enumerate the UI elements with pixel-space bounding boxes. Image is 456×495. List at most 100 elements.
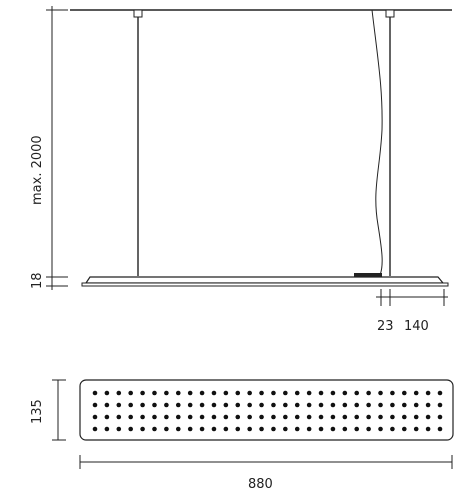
led-dot: [259, 414, 264, 420]
led-dot: [164, 390, 169, 396]
led-dot: [199, 426, 205, 432]
led-dot: [354, 426, 360, 432]
led-dot: [140, 414, 145, 420]
led-dot: [354, 390, 360, 396]
led-dot: [390, 402, 395, 408]
led-dot: [92, 390, 98, 396]
dim-height-label: max. 2000: [30, 135, 45, 205]
led-dot: [330, 390, 336, 396]
led-dot: [413, 402, 419, 408]
led-dot: [437, 426, 443, 432]
led-dot: [390, 426, 395, 432]
led-dot: [164, 402, 169, 408]
led-dot: [378, 426, 383, 432]
led-dot: [175, 390, 181, 396]
led-dot: [366, 390, 371, 396]
led-dot: [128, 414, 133, 420]
led-dot: [247, 390, 252, 396]
led-dot: [104, 414, 110, 420]
led-dot: [342, 402, 348, 408]
led-dot: [354, 402, 360, 408]
led-dot: [413, 414, 419, 420]
led-dot: [259, 390, 264, 396]
led-dot: [211, 402, 217, 408]
led-dot: [92, 414, 98, 420]
led-dot: [306, 390, 312, 396]
led-dot: [437, 414, 443, 420]
led-dot: [318, 402, 324, 408]
led-grid: [92, 390, 443, 432]
led-dot: [187, 402, 193, 408]
power-cord: [371, 9, 383, 276]
led-dot: [116, 390, 122, 396]
ceiling-canopy-right: [385, 9, 395, 18]
led-dot: [152, 402, 157, 408]
led-dot: [402, 390, 407, 396]
led-dot: [425, 390, 431, 396]
led-dot: [128, 390, 133, 396]
led-dot: [413, 426, 419, 432]
led-dot: [175, 414, 181, 420]
led-dot: [92, 402, 98, 408]
led-dot: [271, 414, 276, 420]
led-dot: [378, 402, 383, 408]
led-dot: [152, 426, 157, 432]
led-dot: [116, 402, 122, 408]
led-dot: [128, 402, 133, 408]
led-dot: [378, 390, 383, 396]
led-dot: [318, 390, 324, 396]
led-dot: [92, 426, 98, 432]
led-dot: [259, 426, 264, 432]
dim-length-label: 880: [248, 477, 273, 492]
led-dot: [104, 402, 110, 408]
led-dot: [354, 414, 360, 420]
cord-connector: [354, 273, 382, 277]
led-panel: [79, 379, 454, 441]
led-dot: [366, 414, 371, 420]
dim-offset-label: 23: [377, 319, 394, 334]
led-dot: [187, 426, 193, 432]
led-dot: [223, 426, 229, 432]
led-dot: [199, 414, 205, 420]
led-dot: [378, 414, 383, 420]
led-dot: [140, 390, 145, 396]
led-dot: [211, 426, 217, 432]
led-dot: [390, 414, 395, 420]
led-dot: [235, 414, 241, 420]
led-dot: [330, 402, 336, 408]
led-dot: [330, 414, 336, 420]
led-dot: [140, 426, 145, 432]
dim-depth-label: 135: [30, 399, 45, 424]
led-dot: [128, 426, 133, 432]
led-dot: [164, 426, 169, 432]
led-dot: [294, 390, 300, 396]
led-dot: [199, 390, 205, 396]
side-view: max. 2000 18 23 140: [30, 6, 452, 334]
led-dot: [187, 390, 193, 396]
led-dot: [366, 426, 371, 432]
ceiling-canopy-left: [133, 9, 143, 18]
led-dot: [294, 402, 300, 408]
led-dot: [104, 426, 110, 432]
led-dot: [413, 390, 419, 396]
led-dot: [402, 426, 407, 432]
led-dot: [425, 414, 431, 420]
dim-thickness-label: 18: [30, 272, 45, 289]
led-dot: [402, 402, 407, 408]
led-dot: [116, 414, 122, 420]
led-dot: [235, 390, 241, 396]
led-dot: [259, 402, 264, 408]
led-dot: [283, 426, 288, 432]
led-dot: [116, 426, 122, 432]
luminaire-bottom-plate: [81, 282, 449, 287]
led-dot: [342, 414, 348, 420]
led-dot: [425, 402, 431, 408]
led-dot: [247, 414, 252, 420]
dim-width-label: 140: [404, 319, 429, 334]
led-dot: [283, 402, 288, 408]
led-dot: [437, 390, 443, 396]
led-dot: [283, 390, 288, 396]
led-dot: [306, 426, 312, 432]
led-dot: [271, 390, 276, 396]
